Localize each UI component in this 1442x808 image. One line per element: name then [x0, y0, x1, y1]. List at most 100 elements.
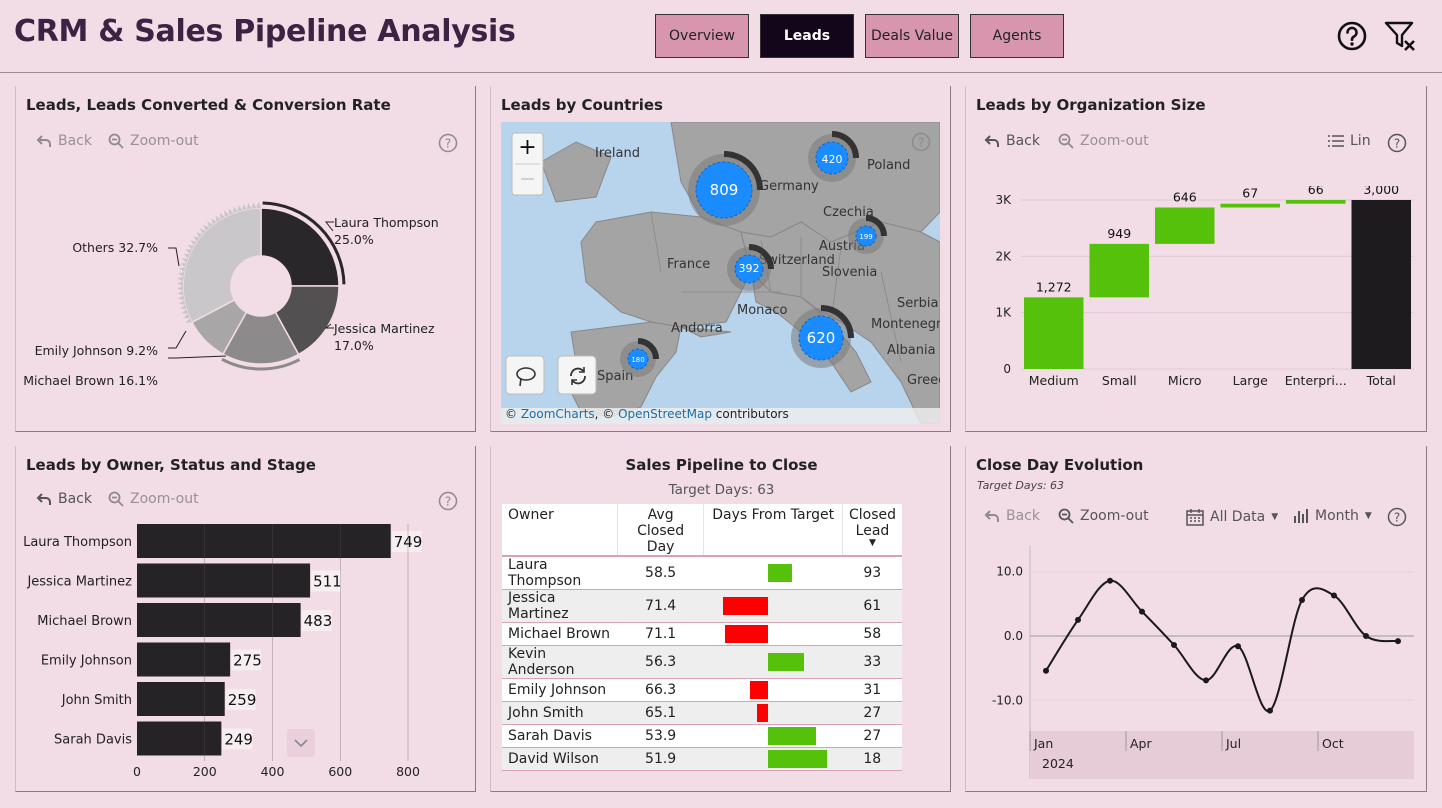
- svg-text:Czechia: Czechia: [823, 205, 874, 220]
- map-bubble-value: 180: [631, 356, 644, 364]
- pipeline-row[interactable]: Sarah Davis 53.9 27: [502, 724, 902, 748]
- refresh-icon[interactable]: [564, 362, 592, 390]
- donut-slice-tooth: [183, 313, 190, 319]
- donut-slice-tooth: [207, 221, 213, 228]
- donut-slice-tooth: [237, 205, 243, 212]
- donut-slice-tooth: [177, 290, 184, 296]
- map-bubble-arc: [820, 305, 854, 339]
- pipeline-row[interactable]: Michael Brown 71.1 58: [502, 622, 902, 646]
- map-bubble-arc: [831, 131, 859, 159]
- tab-overview[interactable]: Overview: [655, 14, 749, 58]
- back-button[interactable]: Back: [984, 133, 1040, 149]
- delta-bar: [723, 597, 768, 615]
- tab-agents[interactable]: Agents: [970, 14, 1064, 58]
- data-point: [1267, 707, 1273, 714]
- col-days-from-target[interactable]: Days From Target: [703, 504, 843, 556]
- zoom-out-button[interactable]: Zoom-out: [1058, 508, 1149, 524]
- pipeline-row[interactable]: Laura Thompson 58.5 93: [502, 556, 902, 590]
- map-bubble-arc: [865, 215, 887, 237]
- waterfall-bar: [1286, 200, 1346, 204]
- svg-text:Ireland: Ireland: [595, 146, 640, 161]
- help-icon[interactable]: ?: [438, 133, 458, 153]
- back-button[interactable]: Back: [36, 491, 92, 507]
- header-bar: CRM & Sales Pipeline Analysis Overview L…: [0, 0, 1442, 73]
- zoom-out-button[interactable]: Zoom-out: [1058, 133, 1149, 149]
- donut-slice-outer-arc: [262, 201, 346, 285]
- sort-desc-icon: ▼: [869, 538, 876, 548]
- slice-label-jessica: Jessica Martinez: [334, 321, 435, 336]
- donut-leader-line: [324, 323, 334, 329]
- donut-slice-tooth: [233, 206, 238, 214]
- help-icon[interactable]: ?: [438, 491, 458, 511]
- caret-down-icon: ▼: [1271, 512, 1279, 522]
- value-label-bg: [225, 689, 256, 710]
- zoom-out-button[interactable]: Zoom-out: [108, 133, 199, 149]
- all-data-label: All Data: [1210, 509, 1266, 525]
- lasso-icon[interactable]: [512, 362, 540, 390]
- col-closed-lead[interactable]: Closed Lead ▼: [848, 507, 896, 548]
- x-tick-label: Jul: [1225, 736, 1241, 751]
- scale-toggle-button[interactable]: Lin: [1328, 133, 1371, 149]
- back-label: Back: [58, 491, 92, 507]
- svg-text:France: France: [667, 257, 710, 272]
- back-button[interactable]: Back: [36, 133, 92, 149]
- category-label: Small: [1102, 373, 1137, 388]
- scale-label: Lin: [1350, 133, 1371, 149]
- scroll-down-button[interactable]: [287, 729, 315, 757]
- close-day-line-chart[interactable]: 10.0 0.0 -10.0 Jan Apr Jul Oct 2024: [966, 536, 1427, 786]
- data-point: [1363, 633, 1369, 639]
- leads-by-countries-panel: Leads by Countries Ireland Germany Polan…: [490, 86, 951, 432]
- svg-text:?: ?: [1394, 511, 1400, 525]
- pipeline-row[interactable]: Jessica Martinez 71.4 61: [502, 589, 902, 623]
- avg-closed-day-cell: 58.5: [645, 565, 677, 581]
- donut-slice-tooth: [211, 218, 217, 225]
- col-owner[interactable]: Owner: [502, 504, 618, 556]
- donut-slice-tooth: [177, 286, 184, 291]
- zoom-in-button[interactable]: +: [518, 135, 537, 160]
- europe-map[interactable]: Ireland Germany Poland Czechia France Au…: [501, 122, 940, 424]
- zoom-out-button[interactable]: Zoom-out: [108, 491, 199, 507]
- col-avg-closed-day[interactable]: Avg Closed Day: [617, 504, 705, 556]
- pipeline-row[interactable]: Kevin Anderson 56.3 33: [502, 645, 902, 679]
- x-tick-label: 400: [261, 764, 285, 779]
- panel-title: Sales Pipeline to Close: [625, 456, 818, 474]
- zoom-out-map-button[interactable]: —: [520, 171, 535, 187]
- delta-bar: [767, 727, 817, 745]
- tab-leads[interactable]: Leads: [760, 14, 854, 58]
- days-from-target-cell: [704, 725, 843, 748]
- days-from-target-cell: [704, 556, 843, 590]
- close-day-evolution-panel: Close Day Evolution Target Days: 63 Back…: [965, 446, 1427, 792]
- x-tick-label: Oct: [1322, 736, 1344, 751]
- slice-label-michael: Michael Brown 16.1%: [23, 373, 158, 388]
- avg-closed-day-cell: 71.4: [645, 598, 677, 614]
- slice-label-emily: Emily Johnson 9.2%: [34, 343, 158, 358]
- zoom-out-icon: [108, 133, 124, 149]
- month-dropdown[interactable]: Month ▼: [1293, 508, 1372, 524]
- tab-deals-value[interactable]: Deals Value: [865, 14, 959, 58]
- owner-label: Jessica Martinez: [26, 575, 132, 590]
- pipeline-row[interactable]: John Smith 65.1 27: [502, 701, 902, 725]
- zoom-out-label: Zoom-out: [130, 133, 199, 149]
- clear-filter-icon[interactable]: [1382, 18, 1418, 54]
- help-circle-icon[interactable]: [1334, 18, 1370, 54]
- back-arrow-icon: [36, 135, 51, 147]
- all-data-dropdown[interactable]: All Data ▼: [1186, 508, 1278, 526]
- back-button[interactable]: Back: [984, 508, 1040, 524]
- value-label: 511: [313, 573, 342, 591]
- data-point: [1299, 597, 1305, 603]
- zoomcharts-link[interactable]: ZoomCharts: [520, 407, 595, 421]
- delta-bar: [767, 564, 792, 582]
- map-bubble: [734, 254, 764, 284]
- help-icon[interactable]: ?: [1387, 507, 1407, 527]
- pipeline-row[interactable]: David Wilson 51.9 18: [502, 747, 902, 771]
- avg-closed-day-cell: 53.9: [645, 728, 677, 744]
- data-point: [1139, 608, 1145, 615]
- svg-text:?: ?: [445, 137, 451, 151]
- days-from-target-cell: [704, 748, 843, 771]
- help-icon[interactable]: ?: [1387, 133, 1407, 153]
- svg-text:Albania: Albania: [887, 343, 936, 358]
- osm-link[interactable]: OpenStreetMap: [618, 407, 712, 421]
- pipeline-row[interactable]: Emily Johnson 66.3 31: [502, 678, 902, 702]
- avg-closed-day-cell: 71.1: [645, 626, 677, 642]
- svg-text:?: ?: [1394, 137, 1400, 151]
